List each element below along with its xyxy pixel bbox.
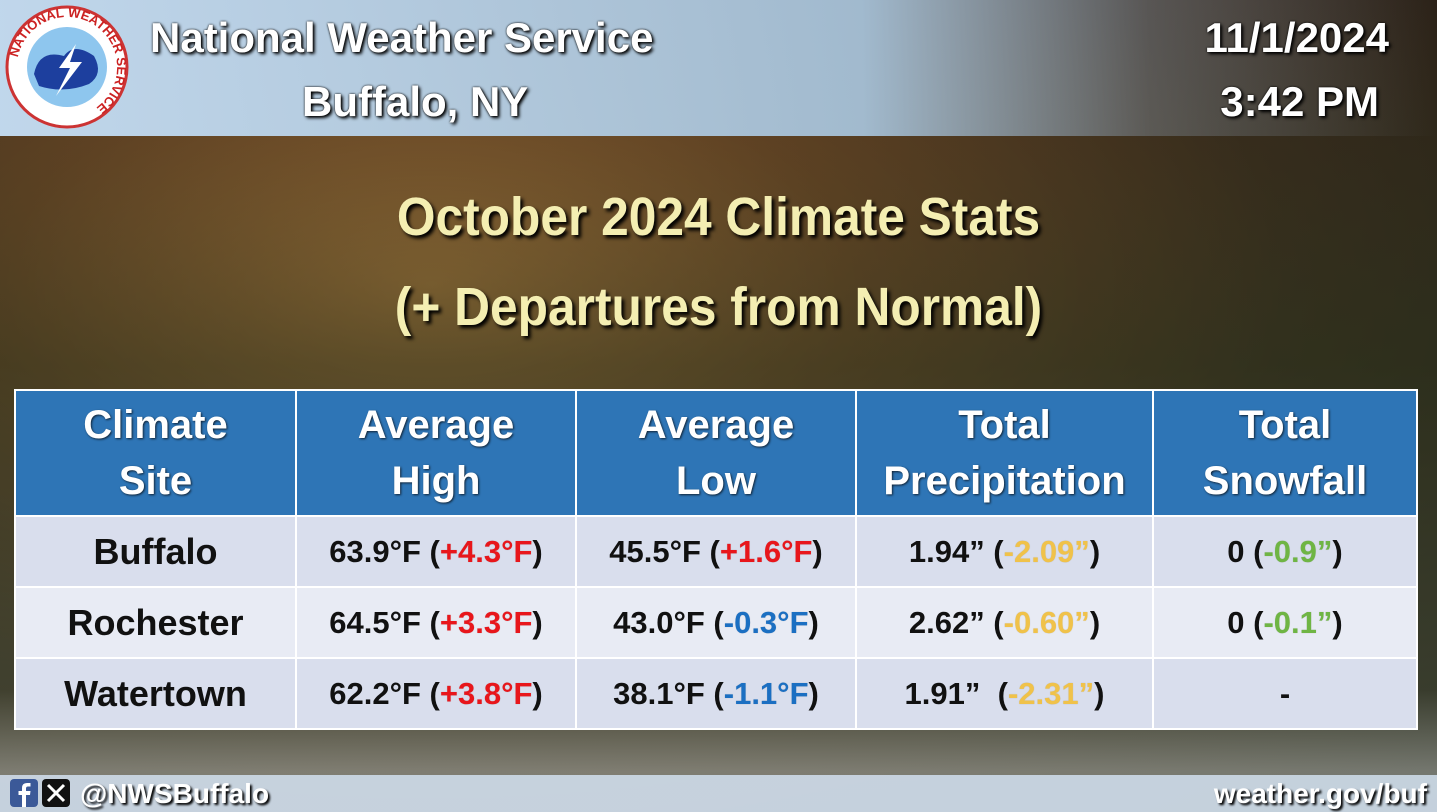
header-row: Climate Site Average High Average Low Total Pre… [14,389,1418,517]
cell-value: 2.62” ( [908,604,1004,640]
cell-close: ) [812,533,823,569]
cell-value: 0 ( [1227,604,1264,640]
cell-close: ) [1089,533,1101,569]
data-cell: 45.5°F (+1.6°F) [575,515,857,588]
departure: -1.1°F [723,675,809,711]
data-cell: 38.1°F (-1.1°F) [575,657,857,730]
cell-close: ) [532,604,543,640]
facebook-glyph [18,783,31,807]
social-icons [10,779,70,807]
cell-value: 0 ( [1227,533,1264,569]
header-text: Average [637,403,795,447]
data-cell: 2.62” (-0.60”) [855,586,1154,659]
header-text: Average [357,403,515,447]
website: weather.gov/buf [1213,778,1427,809]
cell-close: ) [1094,675,1105,711]
departure: -0.1” [1263,604,1333,640]
cell-close: ) [532,533,543,569]
header-text: Site [118,459,193,503]
cell-value: 38.1°F ( [613,675,724,711]
cell-close: ) [1332,604,1343,640]
logo-bolt [56,44,82,96]
site-cell: Rochester [14,586,297,659]
date: 11/1/2024 [1204,14,1389,61]
cell-value: 1.94” ( [908,533,1004,569]
table-row: Watertown 62.2°F (+3.8°F) 38.1°F (-1.1°F) 1… [14,657,1418,730]
header-band [0,0,1437,136]
climate-table: Climate Site Average High Average Low Total Pre… [14,389,1418,730]
column-header: Climate Site [14,389,297,517]
data-cell: 0 (-0.1”) [1152,586,1418,659]
data-cell: 0 (-0.9”) [1152,515,1418,588]
departure: -2.31” [1007,675,1095,711]
cell-value: 63.9°F ( [329,533,440,569]
header-text: Low [676,459,756,503]
departure: -0.9” [1263,533,1333,569]
office-name: Buffalo, NY [302,78,529,125]
departure: +3.3°F [439,604,533,640]
column-header: Average High [295,389,577,517]
departure: -0.3°F [723,604,809,640]
logo-cloud [34,49,98,90]
site-cell: Watertown [14,657,297,730]
cell-value: 1.91” ( [904,675,1008,711]
header-text: High [391,459,481,503]
x-glyph [46,783,66,803]
table-body: Buffalo 63.9°F (+4.3°F) 45.5°F (+1.6°F) 1.9… [14,515,1418,730]
data-cell: 64.5°F (+3.3°F) [295,586,577,659]
table-row: Buffalo 63.9°F (+4.3°F) 45.5°F (+1.6°F) 1.9… [14,515,1418,588]
column-header: Average Low [575,389,857,517]
time: 3:42 PM [1220,78,1379,125]
agency-name: National Weather Service [150,14,654,61]
departure: +3.8°F [439,675,533,711]
cell-close: ) [808,675,819,711]
cell-value: 64.5°F ( [329,604,440,640]
footer-band [0,775,1437,812]
header-text: Total [958,403,1051,447]
cell-close: ) [808,604,819,640]
header-text: Total [1238,403,1332,447]
data-cell: - [1152,657,1418,730]
data-cell: 62.2°F (+3.8°F) [295,657,577,730]
cell-value: 43.0°F ( [613,604,724,640]
column-header: Total Snowfall [1152,389,1418,517]
data-cell: 1.94” (-2.09”) [855,515,1154,588]
cell-value: - [1279,675,1291,711]
cell-close: ) [1089,604,1101,640]
header-text: Climate [83,403,228,447]
data-cell: 63.9°F (+4.3°F) [295,515,577,588]
departure: +4.3°F [439,533,533,569]
departure: +1.6°F [719,533,813,569]
header-text: Precipitation [883,459,1126,503]
table-row: Rochester 64.5°F (+3.3°F) 43.0°F (-0.3°F) 2… [14,586,1418,659]
data-cell: 43.0°F (-0.3°F) [575,586,857,659]
departure: -0.60” [1003,604,1090,640]
nws-logo: NATIONAL WEATHER SERVICE [5,5,129,129]
cell-close: ) [532,675,543,711]
cell-close: ) [1332,533,1343,569]
title: October 2024 Climate Stats [396,187,1041,247]
subtitle: (+ Departures from Normal) [394,277,1043,337]
site-cell: Buffalo [14,515,297,588]
header-text: Snowfall [1202,459,1368,503]
cell-value: 45.5°F ( [609,533,720,569]
column-header: Total Precipitation [855,389,1154,517]
social-handle: @NWSBuffalo [80,778,270,809]
cell-value: 62.2°F ( [329,675,440,711]
data-cell: 1.91” (-2.31”) [855,657,1154,730]
departure: -2.09” [1003,533,1090,569]
